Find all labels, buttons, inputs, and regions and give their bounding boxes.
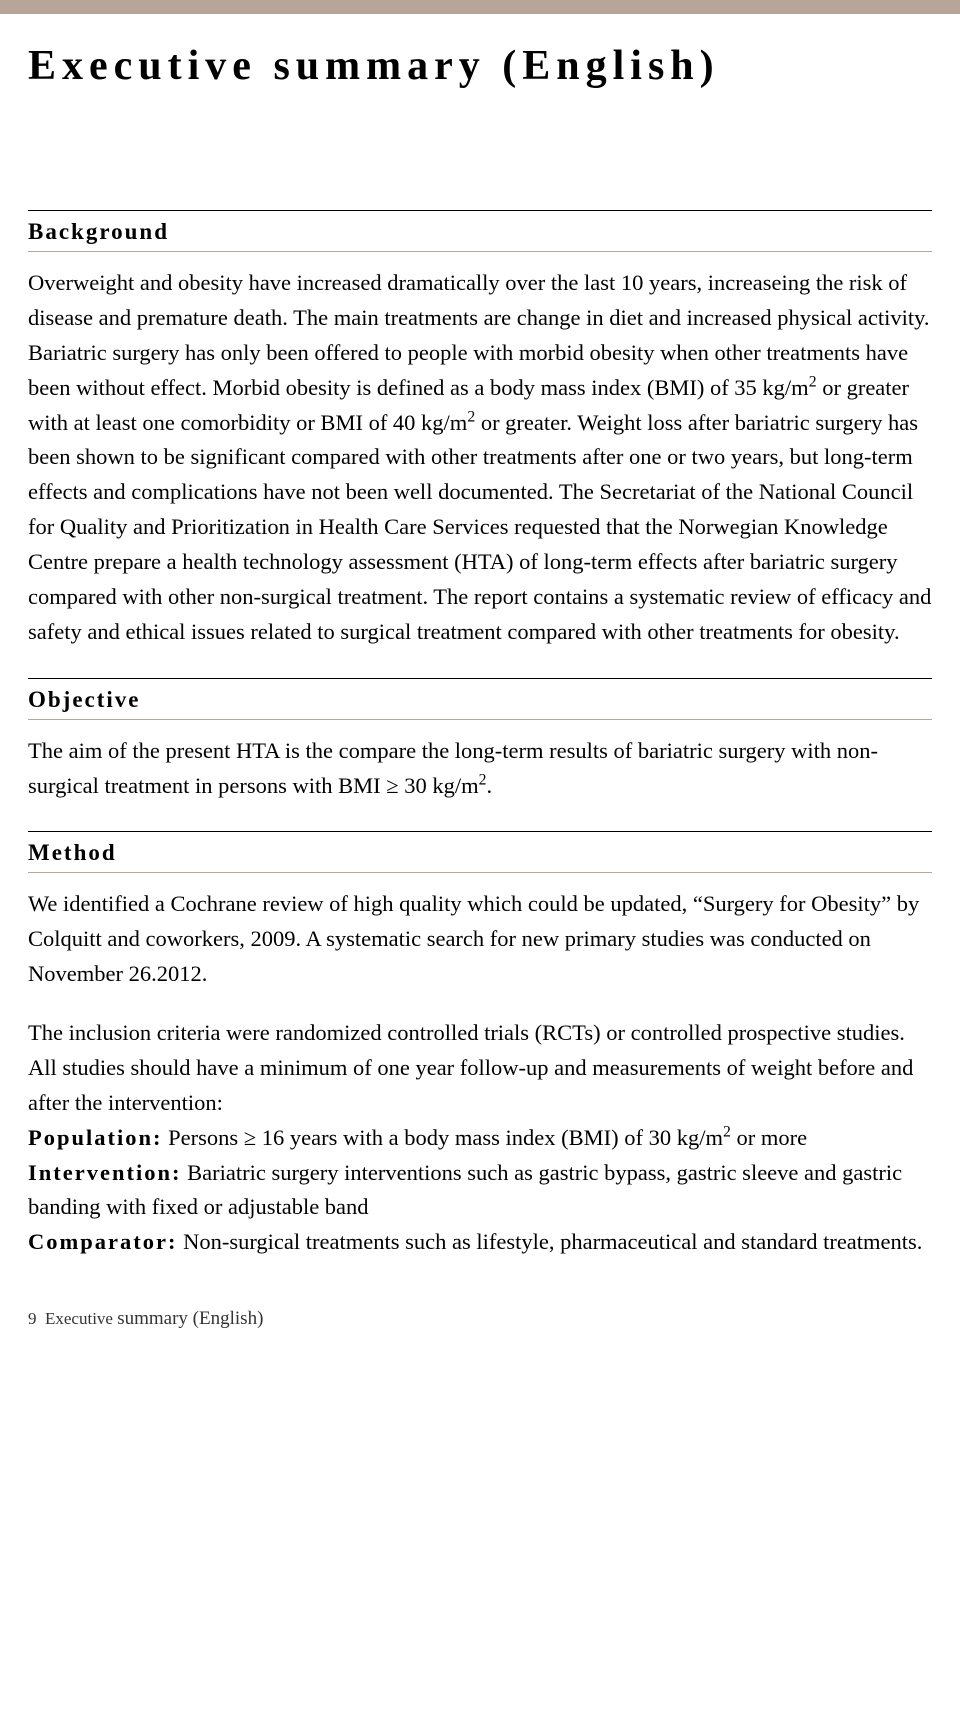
method-intro-text: The inclusion criteria were randomized c… <box>28 1020 913 1115</box>
page-title: Executive summary (English) <box>28 42 932 90</box>
method-para2: The inclusion criteria were randomized c… <box>28 1016 932 1260</box>
footer-page-number: 9 <box>28 1309 37 1328</box>
objective-body: The aim of the present HTA is the compar… <box>28 734 932 804</box>
page-footer: 9 Executive summary (English) <box>28 1308 932 1350</box>
footer-label-2: summary (English) <box>117 1308 263 1329</box>
method-para1: We identified a Cochrane review of high … <box>28 887 932 992</box>
criteria-population-text: Persons ≥ 16 years with a body mass inde… <box>163 1125 808 1150</box>
section-heading-objective: Objective <box>28 678 932 720</box>
criteria-comparator-text: Non-surgical treatments such as lifestyl… <box>177 1229 922 1254</box>
section-heading-method: Method <box>28 831 932 873</box>
top-accent-bar <box>0 0 960 14</box>
section-heading-background: Background <box>28 210 932 252</box>
criteria-intervention-label: Intervention: <box>28 1160 182 1185</box>
criteria-comparator-label: Comparator: <box>28 1229 177 1254</box>
footer-label-1: Executive <box>45 1309 117 1328</box>
criteria-population-label: Population: <box>28 1125 163 1150</box>
background-body: Overweight and obesity have increased dr… <box>28 266 932 650</box>
